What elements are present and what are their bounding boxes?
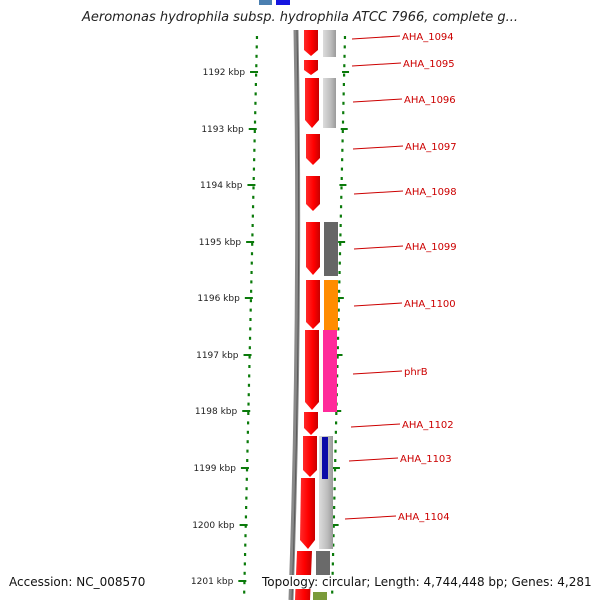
- cds-feature: [306, 280, 320, 329]
- gene-label[interactable]: AHA_1100: [404, 299, 456, 310]
- gene-leader-line: [351, 62, 402, 67]
- cds-feature: [304, 412, 318, 435]
- gene-label[interactable]: AHA_1099: [405, 242, 457, 253]
- gene-label[interactable]: AHA_1094: [402, 32, 454, 43]
- gene-labels: AHA_1094 AHA_1095 AHA_1096 AHA_1097 AHA_1098…: [344, 32, 457, 523]
- accession-text: Accession: NC_008570: [9, 575, 146, 589]
- gene-track: [313, 30, 338, 600]
- gene-block-orange: [324, 280, 338, 330]
- ruler-tick-label: 1194 kbp: [200, 181, 243, 191]
- cds-feature: [304, 60, 318, 75]
- gene-block-dark-grey: [324, 222, 338, 276]
- gene-label[interactable]: AHA_1095: [403, 59, 455, 70]
- ruler-tick-label: 1196 kbp: [197, 294, 240, 304]
- gene-leader-line: [350, 423, 401, 428]
- ruler-tick-label: 1198 kbp: [195, 407, 238, 417]
- gene-leader-line: [344, 515, 397, 520]
- cds-feature: [306, 222, 320, 275]
- gene-leader-line: [351, 35, 401, 40]
- gene-leader-line: [352, 98, 403, 103]
- cds-feature: [300, 478, 315, 549]
- backbone-outer: [288, 29, 301, 600]
- ruler-tick-label: 1200 kbp: [192, 521, 235, 531]
- gene-block-grey: [323, 78, 336, 128]
- ruler-tick-label: 1201 kbp: [191, 577, 234, 587]
- partial-feature-blue-left: [259, 0, 272, 5]
- gene-leader-line: [353, 190, 404, 195]
- ruler-tick-label: 1192 kbp: [203, 68, 246, 78]
- gene-block-dark-grey: [316, 551, 330, 576]
- gene-leader-line: [352, 370, 403, 375]
- ruler-tick-label: 1195 kbp: [199, 238, 242, 248]
- gene-label[interactable]: phrB: [404, 367, 428, 378]
- gene-label[interactable]: AHA_1097: [405, 142, 457, 153]
- gene-leader-line: [348, 457, 399, 462]
- cds-feature: [305, 330, 319, 410]
- gene-label[interactable]: AHA_1104: [398, 512, 450, 523]
- gene-leader-line: [353, 245, 404, 250]
- gene-block-olive: [313, 592, 327, 600]
- gene-label[interactable]: AHA_1102: [402, 420, 454, 431]
- backbone-inner: [291, 29, 300, 600]
- ruler-tick-label: 1197 kbp: [196, 351, 239, 361]
- cds-feature: [306, 134, 320, 165]
- gene-leader-line: [352, 145, 404, 150]
- ruler-tick-label: 1193 kbp: [201, 125, 244, 135]
- gene-label[interactable]: AHA_1098: [405, 187, 457, 198]
- cds-feature: [303, 436, 317, 477]
- gene-block-magenta: [323, 330, 337, 412]
- gene-label[interactable]: AHA_1103: [400, 454, 452, 465]
- gene-label[interactable]: AHA_1096: [404, 95, 456, 106]
- gene-block-grey: [323, 30, 336, 57]
- topology-text: Topology: circular; Length: 4,744,448 bp…: [262, 575, 592, 589]
- cds-feature: [304, 30, 318, 56]
- cds-track: [295, 30, 320, 600]
- ruler-ticks: 1192 kbp 1193 kbp 1194 kbp 1195 kbp 1196 kbp…: [191, 68, 350, 587]
- partial-feature-blue-right: [276, 0, 290, 5]
- ruler-dots: [243, 36, 347, 594]
- gene-leader-line: [353, 302, 403, 307]
- map-title: Aeromonas hydrophila subsp. hydrophila A…: [81, 10, 519, 25]
- cds-feature: [306, 176, 320, 211]
- ruler-tick-label: 1199 kbp: [194, 464, 237, 474]
- gene-block-navy: [322, 437, 328, 479]
- cds-feature: [305, 78, 319, 128]
